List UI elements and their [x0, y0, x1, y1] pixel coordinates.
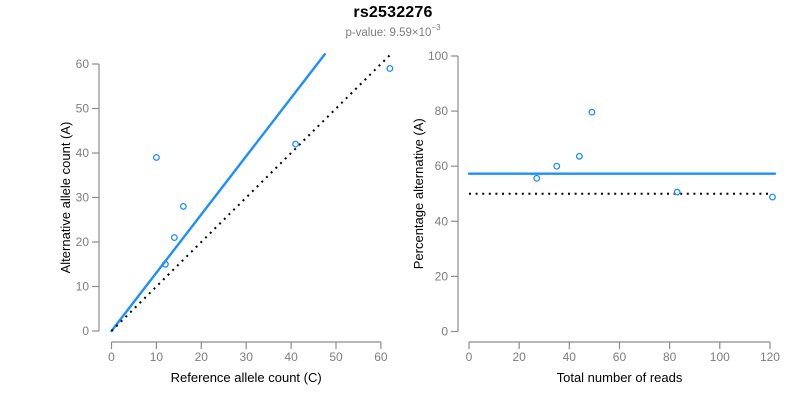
x-tick-label: 60 — [613, 350, 627, 364]
panel-allele-counts: 0 10 20 30 40 50 60 0 10 20 30 40 50 60 Reference alle… — [58, 52, 394, 385]
x-tick-label: 30 — [240, 350, 254, 364]
y-axis-title: Percentage alternative (A) — [411, 118, 426, 269]
data-point — [386, 64, 394, 72]
x-tick-label: 50 — [329, 350, 343, 364]
data-point — [575, 152, 583, 160]
data-point — [533, 174, 541, 182]
data-point — [553, 162, 561, 170]
x-tick-label: 80 — [663, 350, 677, 364]
data-point — [179, 202, 187, 210]
x-tick-label: 20 — [512, 350, 526, 364]
x-axis-title: Total number of reads — [557, 370, 683, 385]
y-tick-label: 20 — [76, 235, 90, 249]
y-tick-label: 20 — [435, 269, 449, 283]
y-tick-label: 10 — [76, 280, 90, 294]
data-point — [673, 188, 681, 196]
panel-percentage-vs-reads: 0 20 40 60 80 100 120 0 20 40 60 80 100 Total number … — [411, 49, 780, 385]
x-tick-label: 120 — [760, 350, 780, 364]
x-tick-label: 0 — [108, 350, 115, 364]
y-tick-label: 80 — [435, 104, 449, 118]
data-point — [152, 153, 160, 161]
y-tick-label: 0 — [441, 325, 448, 339]
x-tick-label: 10 — [150, 350, 164, 364]
x-tick-label: 100 — [710, 350, 730, 364]
y-tick-label: 50 — [76, 102, 90, 116]
x-tick-label: 40 — [563, 350, 577, 364]
fitted-proportion-line — [110, 53, 326, 333]
y-tick-label: 40 — [435, 214, 449, 228]
y-tick-label: 0 — [82, 324, 89, 338]
y-tick-label: 100 — [428, 49, 448, 63]
x-axis-title: Reference allele count (C) — [171, 370, 322, 385]
y-tick-label: 30 — [76, 191, 90, 205]
x-tick-label: 40 — [284, 350, 298, 364]
y-tick-label: 60 — [76, 57, 90, 71]
data-point — [170, 234, 178, 241]
data-point — [769, 193, 776, 201]
data-point — [161, 260, 169, 268]
y-axis-title: Alternative allele count (A) — [58, 122, 73, 274]
x-tick-label: 60 — [374, 350, 388, 364]
x-tick-label: 20 — [195, 350, 209, 364]
identity-50pct-line — [110, 52, 393, 332]
y-tick-label: 60 — [435, 159, 449, 173]
x-tick-label: 0 — [466, 350, 473, 364]
y-tick-label: 40 — [76, 146, 90, 160]
data-point — [588, 108, 596, 116]
data-point — [292, 140, 300, 148]
